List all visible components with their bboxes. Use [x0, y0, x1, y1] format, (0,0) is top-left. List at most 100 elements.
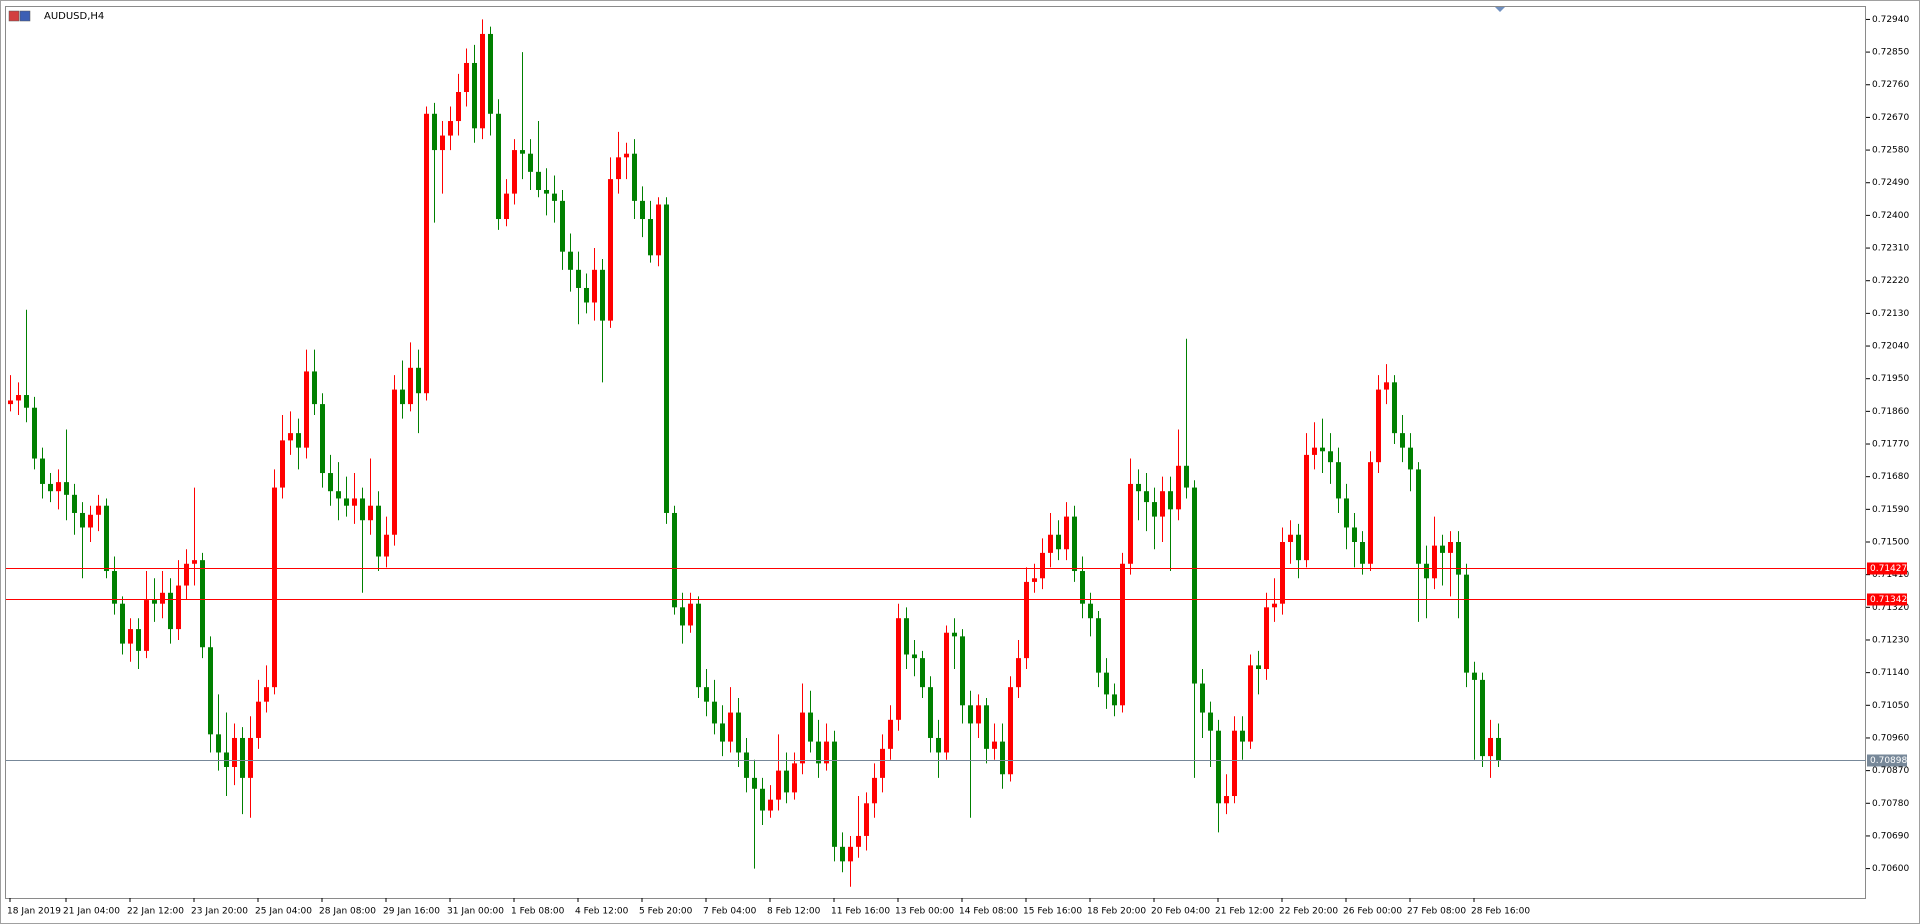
- candle-body: [832, 741, 837, 847]
- y-tick-label: 0.71050: [1872, 701, 1909, 711]
- candle-body: [112, 571, 117, 604]
- x-tick-label: 18 Jan 2019: [7, 907, 61, 917]
- candle-body: [880, 748, 885, 778]
- candle-body: [1496, 737, 1501, 761]
- candle-body: [48, 483, 53, 492]
- candle-body: [520, 150, 525, 154]
- candle-body: [752, 777, 757, 789]
- candle-body: [648, 219, 653, 256]
- candle-body: [640, 200, 645, 220]
- candle-body: [1464, 574, 1469, 673]
- x-tick-label: 1 Feb 08:00: [511, 907, 565, 917]
- candle-body: [816, 741, 821, 764]
- x-tick-label: 21 Feb 12:00: [1215, 907, 1274, 917]
- candle-body: [264, 687, 269, 702]
- candle-body: [1016, 658, 1021, 688]
- candle-body: [1352, 527, 1357, 542]
- candle-body: [296, 433, 301, 448]
- chart-title: AUDUSD,H4: [44, 11, 104, 22]
- x-tick-label: 14 Feb 08:00: [959, 907, 1018, 917]
- candle-body: [384, 534, 389, 557]
- candle-body: [64, 482, 69, 495]
- candle-body: [792, 763, 797, 793]
- x-tick-label: 22 Jan 12:00: [127, 907, 184, 917]
- candle-body: [344, 498, 349, 506]
- candle-body: [1456, 541, 1461, 575]
- candle-body: [368, 505, 373, 521]
- y-tick-label: 0.72580: [1872, 146, 1909, 156]
- candle-body: [232, 737, 237, 767]
- candle-body: [928, 687, 933, 738]
- candle-body: [976, 705, 981, 724]
- candle-body: [400, 389, 405, 405]
- candle-body: [1136, 483, 1141, 492]
- candle-body: [168, 592, 173, 630]
- candle-body: [1448, 541, 1453, 553]
- candle-body: [136, 629, 141, 651]
- candle-body: [448, 121, 453, 136]
- candle-body: [664, 204, 669, 513]
- candle-body: [1264, 607, 1269, 670]
- candle-body: [912, 654, 917, 659]
- candle-body: [256, 701, 261, 738]
- candle-body: [1328, 451, 1333, 463]
- candle-body: [864, 803, 869, 836]
- candle-body: [152, 600, 157, 604]
- candle-body: [712, 701, 717, 724]
- x-tick-label: 26 Feb 00:00: [1343, 907, 1402, 917]
- candle-body: [656, 204, 661, 256]
- candle-body: [696, 603, 701, 688]
- candle-body: [1024, 581, 1029, 659]
- price-tag-label: 0.71427: [1870, 564, 1907, 574]
- candle-body: [392, 389, 397, 535]
- candle-body: [176, 585, 181, 630]
- y-tick-label: 0.72220: [1872, 276, 1909, 286]
- x-tick-label: 15 Feb 16:00: [1023, 907, 1082, 917]
- candle-body: [1104, 672, 1109, 695]
- candle-body: [968, 705, 973, 724]
- candle-body: [1008, 687, 1013, 775]
- candle-body: [1336, 462, 1341, 499]
- candle-body: [1272, 603, 1277, 608]
- candle-body: [1224, 796, 1229, 804]
- candle-body: [528, 153, 533, 172]
- candle-body: [576, 269, 581, 288]
- candle-body: [1144, 491, 1149, 503]
- symbol-icon: [8, 10, 31, 22]
- candle-body: [496, 113, 501, 220]
- candle-body: [1112, 694, 1117, 706]
- candle-body: [1072, 516, 1077, 572]
- y-tick-label: 0.72940: [1872, 15, 1909, 25]
- candle-body: [1128, 483, 1133, 564]
- candle-body: [616, 157, 621, 180]
- price-tag: [1867, 754, 1907, 767]
- y-tick-label: 0.71590: [1872, 505, 1909, 515]
- candle-body: [224, 752, 229, 767]
- candle-body: [672, 512, 677, 608]
- candle-body: [896, 618, 901, 720]
- y-tick-label: 0.71230: [1872, 635, 1909, 645]
- candle-body: [872, 777, 877, 804]
- candle-body: [1408, 447, 1413, 470]
- candle-body: [480, 33, 485, 129]
- candle-body: [552, 193, 557, 201]
- y-tick-label: 0.71680: [1872, 472, 1909, 482]
- y-tick-label: 0.72490: [1872, 178, 1909, 188]
- candle-body: [24, 395, 29, 408]
- candle-body: [88, 514, 93, 528]
- candle-body: [728, 712, 733, 742]
- candle-body: [720, 723, 725, 742]
- y-tick-label: 0.72760: [1872, 80, 1909, 90]
- candle-body: [704, 687, 709, 702]
- candle-body: [1416, 469, 1421, 564]
- price-tag: [1867, 562, 1907, 575]
- candle-body: [952, 632, 957, 637]
- y-tick-label: 0.71320: [1872, 603, 1909, 613]
- y-tick-label: 0.71950: [1872, 374, 1909, 384]
- candle-body: [376, 505, 381, 557]
- candle-body: [1320, 447, 1325, 452]
- candle-body: [184, 563, 189, 586]
- candle-body: [80, 512, 85, 528]
